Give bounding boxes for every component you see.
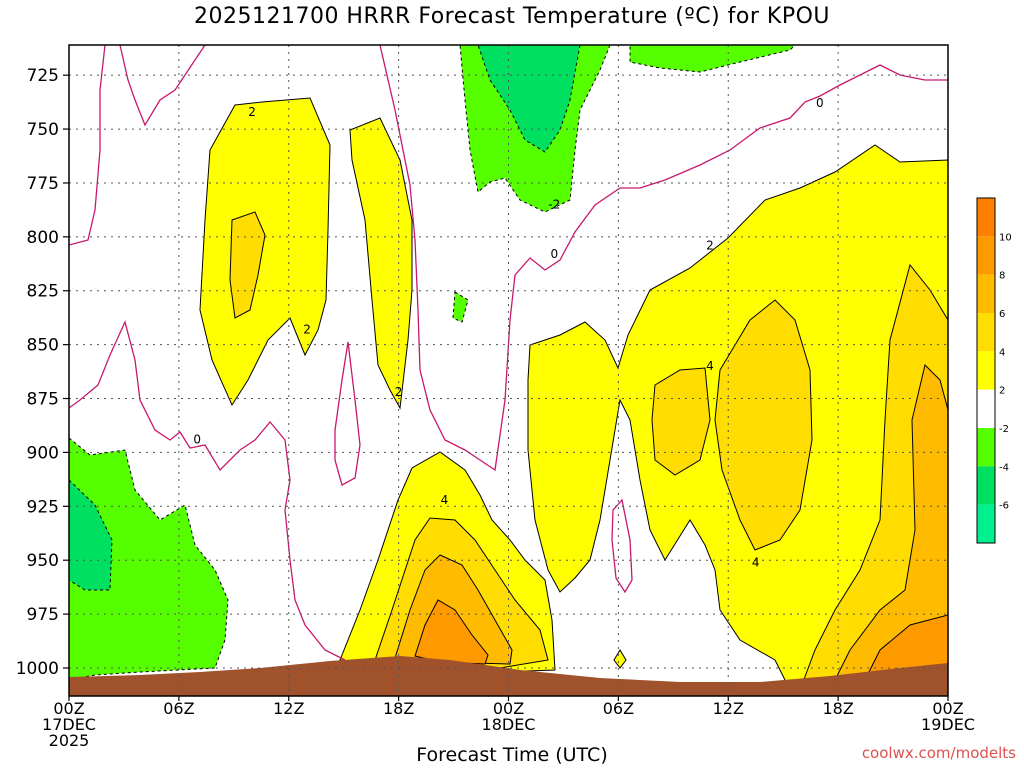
fill-green-top-right (629, 45, 796, 73)
fill-green-upper-center-core (477, 45, 581, 153)
x-tick-label: 18DEC (482, 715, 536, 734)
fill-yellow-small-blob (613, 649, 627, 669)
y-tick-label: 950 (27, 551, 59, 571)
contour-label: 2 (248, 105, 256, 119)
x-tick-label: 06Z (603, 699, 634, 718)
colorbar-frame (976, 197, 996, 544)
contour-label: 2 (395, 385, 403, 399)
colorbar-label: -6 (999, 501, 1009, 512)
colorbar-label: 8 (999, 271, 1005, 282)
x-axis-label: Forecast Time (UTC) (416, 744, 608, 766)
contour-zero-left (69, 320, 346, 661)
x-tick-label: 00Z (53, 699, 84, 718)
contour-label: 2 (303, 323, 311, 337)
x-tick-label: 18Z (822, 699, 853, 718)
fill-green-lower-left-core (69, 479, 113, 591)
contour-label: 0 (816, 96, 824, 110)
y-tick-label: 1000 (16, 659, 59, 679)
colorbar-swatch (977, 274, 995, 313)
contour-label: 0 (550, 247, 558, 261)
y-tick-label: 975 (27, 605, 59, 625)
fill-orange-right-b (714, 299, 813, 551)
contour-label: -2 (548, 198, 560, 212)
x-tick-label: 18Z (383, 699, 414, 718)
contour-zero-upper-left (69, 45, 206, 246)
y-tick-label: 800 (27, 228, 59, 248)
fill-yellow-strip (349, 117, 413, 410)
colorbar-swatch (977, 504, 995, 543)
colorbar-label: 2 (999, 386, 1005, 397)
chart-title: 2025121700 HRRR Forecast Temperature (ºC… (193, 4, 831, 29)
x-tick-label: 2025 (49, 731, 90, 750)
contour-label: 4 (752, 555, 760, 569)
fill-green-small-blob (452, 291, 469, 323)
colorbar-swatch (977, 428, 995, 467)
contour-label: 4 (706, 359, 714, 373)
x-tick-label: 00Z (493, 699, 524, 718)
colorbar-label: -4 (999, 462, 1009, 473)
y-tick-label: 725 (27, 66, 59, 86)
contour-label: 2 (706, 238, 714, 252)
colorbar-swatch (977, 389, 995, 428)
contour-zero-thin (611, 498, 633, 594)
colorbar-swatch (977, 466, 995, 505)
colorbar-label: -2 (999, 424, 1009, 435)
y-tick-label: 850 (27, 336, 59, 356)
y-axis: 725 750 775 800 825 850 875 900 925 950 975 1000 (16, 66, 69, 679)
y-tick-label: 900 (27, 443, 59, 463)
fill-orange-right-d (829, 364, 948, 691)
x-tick-label: 19DEC (921, 715, 975, 734)
x-tick-label: 00Z (932, 699, 963, 718)
x-tick-label: 06Z (163, 699, 194, 718)
colorbar-swatch (977, 313, 995, 352)
colorbar-swatch (977, 198, 995, 237)
x-tick-label: 12Z (273, 699, 304, 718)
y-tick-label: 750 (27, 120, 59, 140)
colorbar-label: 6 (999, 309, 1005, 320)
x-tick-label: 17DEC (42, 715, 96, 734)
y-tick-label: 925 (27, 497, 59, 517)
y-tick-label: 875 (27, 390, 59, 410)
y-tick-label: 825 (27, 282, 59, 302)
y-tick-label: 775 (27, 174, 59, 194)
fill-green-lower-left (69, 437, 229, 681)
contour-labels: 2 2 2 0 4 -2 0 2 4 4 0 (193, 96, 823, 569)
contour-label: 0 (193, 432, 201, 446)
colorbar-swatch (977, 236, 995, 275)
source-credit: coolwx.com/modelts (861, 744, 1016, 762)
contour-label: 4 (441, 493, 449, 507)
fill-orange-right-a (651, 367, 711, 476)
colorbar-swatch (977, 351, 995, 390)
contour-zero-small (334, 341, 361, 486)
colorbar-label: 4 (999, 347, 1005, 358)
x-tick-label: 12Z (713, 699, 744, 718)
colorbar-label: 10 (999, 232, 1012, 243)
fill-yellow-left (199, 97, 331, 407)
colorbar: 10 8 6 4 2 -2 -4 -6 (976, 197, 1012, 544)
contour-zero-center (379, 45, 948, 472)
fill-orange-left (229, 211, 266, 319)
